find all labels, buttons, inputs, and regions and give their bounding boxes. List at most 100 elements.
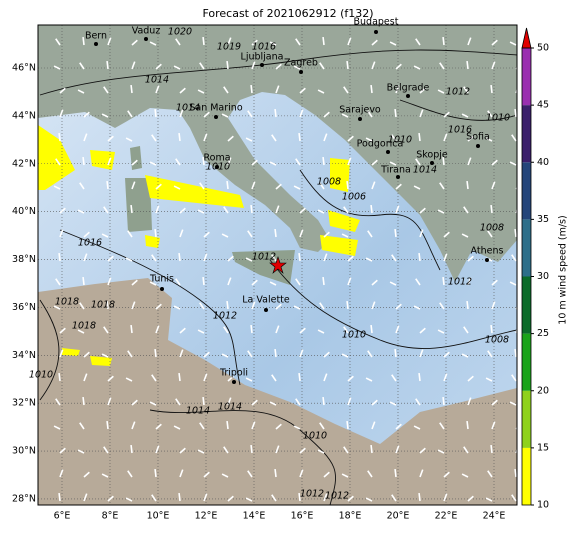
wind-barb — [293, 185, 301, 190]
wind-barb — [106, 60, 109, 70]
isobar-label: 1012 — [252, 252, 276, 263]
city-dot — [160, 287, 164, 291]
wind-barb — [131, 159, 138, 166]
wind-barb — [365, 257, 373, 262]
wind-barb — [323, 111, 330, 118]
wind-barb — [77, 209, 85, 214]
city-dot — [264, 308, 268, 312]
wind-barb — [175, 38, 181, 46]
isobar-label: 1010 — [486, 113, 510, 124]
wind-barb — [53, 185, 61, 190]
isobar-label: 1018 — [55, 297, 79, 308]
wind-barb — [77, 449, 85, 454]
star-marker — [269, 256, 287, 274]
wind-barb — [154, 348, 157, 358]
isobar — [59, 229, 241, 386]
wind-barb — [107, 135, 114, 142]
wind-barb — [203, 351, 210, 358]
wind-barb — [203, 373, 208, 382]
wind-barb — [226, 300, 229, 310]
wind-barb — [443, 493, 448, 502]
wind-barb — [466, 60, 469, 70]
wind-barb — [319, 302, 325, 310]
wind-barb — [461, 473, 469, 478]
wind-barb — [83, 471, 90, 478]
wind-barb — [221, 353, 229, 358]
wind-barbs — [53, 36, 517, 502]
wind-barb — [511, 254, 517, 262]
isobar — [299, 169, 441, 271]
wind-barb — [221, 473, 229, 478]
wind-barb — [179, 229, 184, 238]
wind-barb — [394, 228, 397, 238]
wind-barb — [437, 449, 445, 454]
wind-barb — [323, 493, 328, 502]
wind-barb — [346, 300, 349, 310]
wind-barb — [461, 353, 469, 358]
colorbar-tick-label: 15 — [537, 442, 549, 453]
wind-barb — [271, 254, 277, 262]
wind-barb — [317, 329, 325, 334]
wind-barb — [155, 325, 160, 334]
wind-barb — [197, 449, 205, 454]
wind-barb — [275, 325, 280, 334]
colorbar-tick-label: 25 — [537, 328, 549, 339]
wind-barb — [226, 420, 229, 430]
wind-barb — [322, 396, 325, 406]
city-dot — [476, 144, 480, 148]
isobar-label: 1018 — [72, 321, 96, 332]
wind-barb — [490, 84, 493, 94]
wind-barb — [58, 492, 61, 502]
wind-barb — [59, 327, 66, 334]
wind-barb — [149, 281, 157, 286]
lat-tick-label: 40°N — [12, 206, 36, 217]
wind-barb — [151, 494, 157, 502]
wind-barb — [77, 329, 85, 334]
wind-barb — [299, 447, 306, 454]
wind-barb — [245, 497, 253, 502]
isobar-label: 1016 — [78, 238, 102, 249]
wind-barb — [275, 303, 282, 310]
city-dot — [144, 37, 148, 41]
wind-barb — [514, 348, 517, 358]
wind-barb — [467, 157, 472, 166]
wind-barb — [365, 377, 373, 382]
wind-barb — [514, 468, 517, 478]
wind-barb — [491, 181, 496, 190]
wind-barb — [127, 350, 133, 358]
wind-barb — [371, 399, 378, 406]
wind-barb — [107, 375, 114, 382]
wind-barb — [491, 301, 496, 310]
wind-barb — [391, 134, 397, 142]
wind-barb — [131, 181, 136, 190]
city-label: Athens — [471, 246, 504, 257]
wind-barb — [275, 183, 282, 190]
wind-barb — [59, 109, 64, 118]
wind-barb — [347, 495, 354, 502]
isobar — [399, 99, 517, 121]
wind-barb — [299, 207, 306, 214]
wind-barb — [203, 493, 208, 502]
wind-barb — [298, 492, 301, 502]
wind-barb — [365, 137, 373, 142]
wind-barb — [371, 301, 376, 310]
wind-barb — [130, 324, 133, 334]
wind-barb — [419, 327, 426, 334]
isobar-label: 1012 — [213, 311, 237, 322]
wind-barb — [130, 84, 133, 94]
wind-barb — [415, 278, 421, 286]
wind-barb — [485, 137, 493, 142]
wind-barb — [418, 492, 421, 502]
wind-barb — [509, 41, 517, 46]
wind-barb — [509, 161, 517, 166]
city-dot — [232, 380, 236, 384]
wind-barb — [83, 231, 90, 238]
wind-barb — [371, 181, 376, 190]
wind-barb — [487, 470, 493, 478]
wind-barb — [467, 495, 474, 502]
wind-barb — [202, 156, 205, 166]
wind-barb — [178, 132, 181, 142]
wind-barb — [199, 62, 205, 70]
wind-barb — [463, 326, 469, 334]
wind-barb — [394, 468, 397, 478]
